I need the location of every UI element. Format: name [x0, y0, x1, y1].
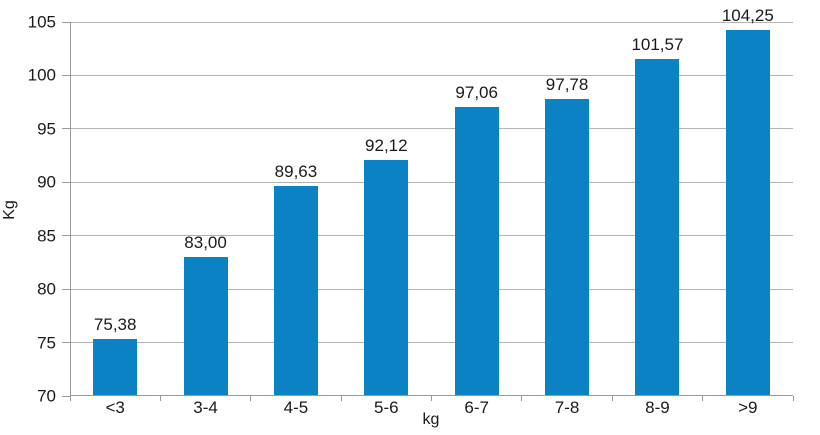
x-tick-mark: [521, 396, 523, 401]
x-tick-mark: [611, 396, 613, 401]
x-tick-label: <3: [105, 398, 125, 417]
x-tick-label: 5-6: [374, 398, 399, 417]
x-tick-mark: [69, 396, 71, 401]
bar: [545, 99, 590, 396]
y-tick-label: 90: [37, 172, 56, 192]
gridline: [70, 128, 793, 130]
x-axis-line: [70, 395, 793, 396]
x-tick-label: 7-8: [554, 398, 580, 417]
y-tick-mark: [62, 74, 70, 76]
gridline: [70, 21, 793, 23]
x-tick-mark: [431, 396, 432, 401]
bar: [183, 257, 228, 396]
bar-value-label: 89,63: [274, 162, 318, 182]
bar-value-label: 101,57: [631, 34, 684, 54]
y-tick-label: 105: [27, 12, 56, 32]
bar: [273, 186, 318, 396]
bar: [635, 58, 680, 396]
x-axis-title: kg: [422, 411, 440, 428]
y-tick-mark: [62, 21, 70, 23]
x-tick-mark: [250, 396, 252, 401]
x-tick-label: 3-4: [193, 398, 218, 417]
x-tick-mark: [340, 396, 342, 401]
bar-value-label: 104,25: [721, 6, 774, 26]
y-axis-title: Kg: [1, 200, 18, 220]
gridline: [70, 181, 793, 183]
bar: [364, 159, 409, 396]
y-tick-mark: [62, 395, 70, 397]
y-tick-label: 95: [37, 119, 56, 139]
y-tick-label: 85: [37, 226, 56, 246]
x-tick-mark: [702, 396, 704, 401]
y-tick-mark: [62, 128, 70, 130]
y-tick-mark: [62, 235, 70, 237]
gridline: [70, 342, 793, 344]
gridline: [70, 74, 793, 76]
y-tick-label: 80: [37, 279, 56, 299]
bar-value-label: 97,78: [545, 75, 589, 95]
bar-value-label: 97,06: [455, 82, 498, 102]
x-tick-label: >9: [738, 398, 758, 417]
y-tick-label: 100: [27, 65, 56, 85]
x-tick-mark: [159, 396, 161, 401]
y-axis-line: [70, 22, 71, 396]
x-tick-label: 4-5: [283, 398, 309, 417]
y-tick-mark: [62, 342, 70, 344]
x-tick-mark: [792, 396, 794, 401]
bar: [454, 106, 499, 396]
y-tick-label: 75: [37, 333, 56, 353]
plot-area: 70 75 80 85 90 95 100 105 75,38 <3 83,00 3-4 89,63 4-…: [28, 7, 794, 416]
y-tick-mark: [62, 181, 70, 183]
bar-value-label: 92,12: [365, 135, 408, 155]
bar: [93, 338, 138, 396]
x-tick-label: 6-7: [464, 398, 489, 417]
x-tick-label: 8-9: [645, 398, 670, 417]
bar-value-label: 75,38: [93, 314, 137, 334]
y-tick-label: 70: [37, 386, 56, 406]
gridline: [70, 235, 793, 237]
y-tick-mark: [62, 288, 70, 290]
gridline: [70, 288, 793, 290]
bar-value-label: 83,00: [184, 233, 227, 253]
bar: [725, 30, 770, 396]
